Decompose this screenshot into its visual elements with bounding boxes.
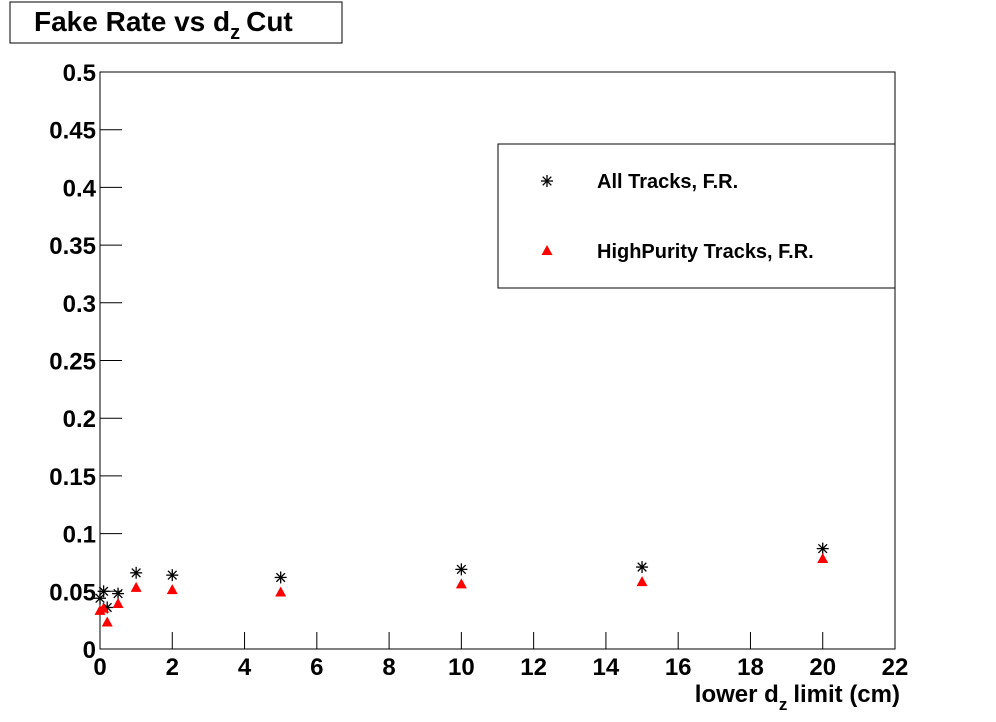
- x-tick-label: 10: [448, 654, 475, 681]
- data-point: [130, 581, 142, 592]
- marker-stroke: [95, 593, 105, 603]
- marker-stroke: [167, 570, 178, 580]
- y-tick-label: 0.4: [63, 175, 97, 202]
- y-tick-label: 0.15: [49, 464, 96, 491]
- data-point: [274, 571, 287, 584]
- x-tick-label: 12: [520, 654, 547, 681]
- x-label-text: lower d: [695, 681, 779, 708]
- marker-stroke: [275, 572, 286, 583]
- x-tick-label: 0: [93, 654, 106, 681]
- data-point: [636, 561, 649, 574]
- chart-title: Fake Rate vs dz Cut: [34, 6, 293, 44]
- marker-stroke: [131, 568, 141, 578]
- data-point: [166, 584, 178, 595]
- marker-shape: [166, 584, 178, 595]
- data-point: [112, 587, 125, 600]
- x-tick-label: 6: [310, 654, 323, 681]
- marker-shape: [541, 245, 553, 255]
- x-tick-label: 14: [593, 654, 620, 681]
- marker-shape: [455, 578, 467, 589]
- data-point: [130, 566, 143, 579]
- data-point: [275, 586, 287, 597]
- marker-shape: [130, 581, 142, 592]
- data-point: [97, 585, 110, 598]
- data-point: [455, 578, 467, 589]
- data-point: [636, 576, 648, 587]
- legend-label: All Tracks, F.R.: [597, 171, 738, 193]
- marker-shape: [112, 597, 124, 608]
- data-point: [98, 602, 110, 613]
- marker-stroke: [113, 588, 123, 599]
- y-tick-label: 0.1: [63, 522, 96, 549]
- y-tick-label: 0: [83, 637, 96, 664]
- legend-marker: [541, 175, 553, 187]
- marker-shape: [636, 576, 648, 587]
- data-point: [817, 552, 829, 563]
- y-tick-label: 0.05: [49, 579, 96, 606]
- x-axis-label: lower dz limit (cm): [695, 681, 900, 714]
- legend-marker: [541, 245, 553, 255]
- legend-box: [497, 143, 896, 289]
- marker-shape: [817, 552, 829, 563]
- x-tick-label: 4: [238, 654, 252, 681]
- y-tick-label: 0.5: [63, 60, 96, 87]
- data-point: [455, 563, 468, 576]
- y-tick-label: 0.25: [49, 349, 96, 376]
- marker-shape: [98, 602, 110, 613]
- marker-stroke: [542, 176, 552, 186]
- title-text: Cut: [246, 6, 293, 37]
- y-tick-label: 0.45: [49, 118, 96, 145]
- marker-stroke: [817, 543, 828, 554]
- x-tick-label: 22: [882, 654, 909, 681]
- marker-stroke: [456, 564, 467, 575]
- legend-label: HighPurity Tracks, F.R.: [597, 241, 814, 263]
- marker-shape: [275, 586, 287, 597]
- x-tick-label: 8: [382, 654, 395, 681]
- y-tick-label: 0.35: [49, 233, 96, 260]
- data-point: [816, 542, 829, 555]
- marker-stroke: [637, 562, 647, 572]
- data-point: [112, 597, 124, 608]
- x-tick-label: 16: [665, 654, 692, 681]
- data-point: [166, 569, 179, 582]
- y-tick-label: 0.2: [63, 406, 96, 433]
- marker-shape: [101, 616, 113, 627]
- data-point: [101, 616, 113, 627]
- x-tick-label: 18: [737, 654, 764, 681]
- x-tick-label: 2: [166, 654, 179, 681]
- x-label-text: limit (cm): [793, 681, 900, 708]
- x-tick-label: 20: [809, 654, 836, 681]
- x-label-subscript: z: [779, 695, 788, 714]
- title-subscript: z: [230, 22, 240, 44]
- y-tick-label: 0.3: [63, 291, 96, 318]
- title-text: Fake Rate vs d: [34, 6, 230, 37]
- title-box: [9, 1, 343, 44]
- marker-stroke: [98, 586, 109, 597]
